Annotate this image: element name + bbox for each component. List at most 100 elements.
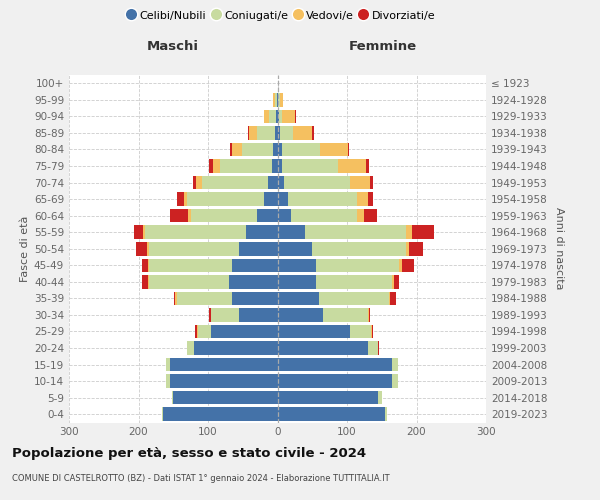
Bar (394, 275, 399, 288)
Bar (232, 258, 277, 272)
Bar (202, 176, 268, 190)
Bar (385, 408, 386, 421)
Bar (230, 142, 232, 156)
Bar (173, 391, 277, 404)
Bar (323, 308, 368, 322)
Bar (277, 275, 316, 288)
Bar (277, 142, 281, 156)
Bar (390, 292, 395, 305)
Bar (320, 142, 347, 156)
Bar (358, 192, 368, 206)
Y-axis label: Anni di nascita: Anni di nascita (554, 208, 564, 290)
Legend: Celibi/Nubili, Coniugati/e, Vedovi/e, Divorziati/e: Celibi/Nubili, Coniugati/e, Vedovi/e, Di… (124, 6, 440, 25)
Y-axis label: Fasce di età: Fasce di età (20, 216, 30, 282)
Bar (232, 142, 242, 156)
Bar (312, 242, 406, 256)
Bar (162, 408, 163, 421)
Bar (350, 324, 371, 338)
Bar (142, 258, 148, 272)
Bar (177, 292, 232, 305)
Bar (277, 292, 319, 305)
Bar (134, 226, 143, 239)
Bar (170, 358, 277, 372)
Bar (232, 292, 277, 305)
Bar (277, 408, 385, 421)
Bar (319, 292, 389, 305)
Bar (338, 159, 366, 173)
Bar (275, 93, 277, 106)
Bar (278, 93, 280, 106)
Bar (274, 93, 275, 106)
Bar (170, 209, 188, 222)
Bar (149, 242, 239, 256)
Bar (172, 391, 173, 404)
Text: Maschi: Maschi (146, 40, 199, 52)
Bar (347, 142, 349, 156)
Bar (399, 258, 402, 272)
Bar (248, 126, 249, 140)
Bar (368, 342, 378, 355)
Bar (187, 342, 194, 355)
Bar (295, 110, 296, 123)
Bar (242, 142, 274, 156)
Bar (277, 192, 288, 206)
Bar (263, 110, 269, 123)
Bar (196, 324, 197, 338)
Bar (366, 159, 368, 173)
Bar (229, 275, 277, 288)
Bar (149, 258, 232, 272)
Bar (283, 159, 338, 173)
Bar (288, 192, 358, 206)
Text: Femmine: Femmine (349, 40, 416, 52)
Bar (274, 142, 277, 156)
Bar (277, 342, 368, 355)
Bar (163, 408, 277, 421)
Bar (277, 159, 283, 173)
Bar (170, 374, 277, 388)
Bar (277, 110, 279, 123)
Bar (193, 176, 196, 190)
Bar (370, 176, 373, 190)
Bar (277, 176, 284, 190)
Bar (277, 209, 292, 222)
Bar (149, 275, 229, 288)
Bar (277, 258, 316, 272)
Bar (277, 391, 378, 404)
Bar (412, 226, 434, 239)
Bar (368, 192, 373, 206)
Bar (209, 308, 211, 322)
Bar (209, 159, 213, 173)
Text: Popolazione per età, sesso e stato civile - 2024: Popolazione per età, sesso e stato civil… (12, 448, 366, 460)
Bar (292, 209, 358, 222)
Bar (145, 226, 246, 239)
Bar (392, 275, 394, 288)
Bar (406, 242, 409, 256)
Bar (392, 374, 398, 388)
Bar (249, 126, 257, 140)
Bar (406, 226, 412, 239)
Bar (281, 142, 320, 156)
Bar (177, 192, 184, 206)
Bar (276, 110, 277, 123)
Bar (246, 226, 277, 239)
Text: COMUNE DI CASTELROTTO (BZ) - Dati ISTAT 1° gennaio 2024 - Elaborazione TUTTITALI: COMUNE DI CASTELROTTO (BZ) - Dati ISTAT … (12, 474, 389, 483)
Bar (197, 324, 211, 338)
Bar (402, 258, 415, 272)
Bar (293, 126, 312, 140)
Bar (147, 242, 149, 256)
Bar (187, 192, 263, 206)
Bar (257, 209, 277, 222)
Bar (316, 258, 399, 272)
Bar (283, 110, 295, 123)
Bar (277, 324, 350, 338)
Bar (175, 292, 177, 305)
Bar (213, 159, 220, 173)
Bar (280, 93, 283, 106)
Bar (277, 308, 323, 322)
Bar (277, 358, 392, 372)
Bar (389, 292, 390, 305)
Bar (358, 209, 364, 222)
Bar (239, 242, 277, 256)
Bar (372, 324, 373, 338)
Bar (284, 176, 350, 190)
